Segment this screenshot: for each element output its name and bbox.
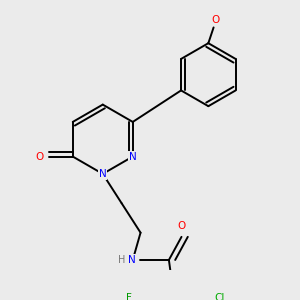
Text: O: O (177, 221, 186, 231)
Text: H: H (118, 255, 125, 265)
Text: N: N (129, 152, 136, 162)
Text: O: O (212, 15, 220, 25)
Text: N: N (99, 169, 106, 179)
Text: Cl: Cl (214, 293, 225, 300)
Text: N: N (128, 255, 136, 265)
Text: F: F (126, 293, 132, 300)
Text: O: O (35, 152, 43, 162)
